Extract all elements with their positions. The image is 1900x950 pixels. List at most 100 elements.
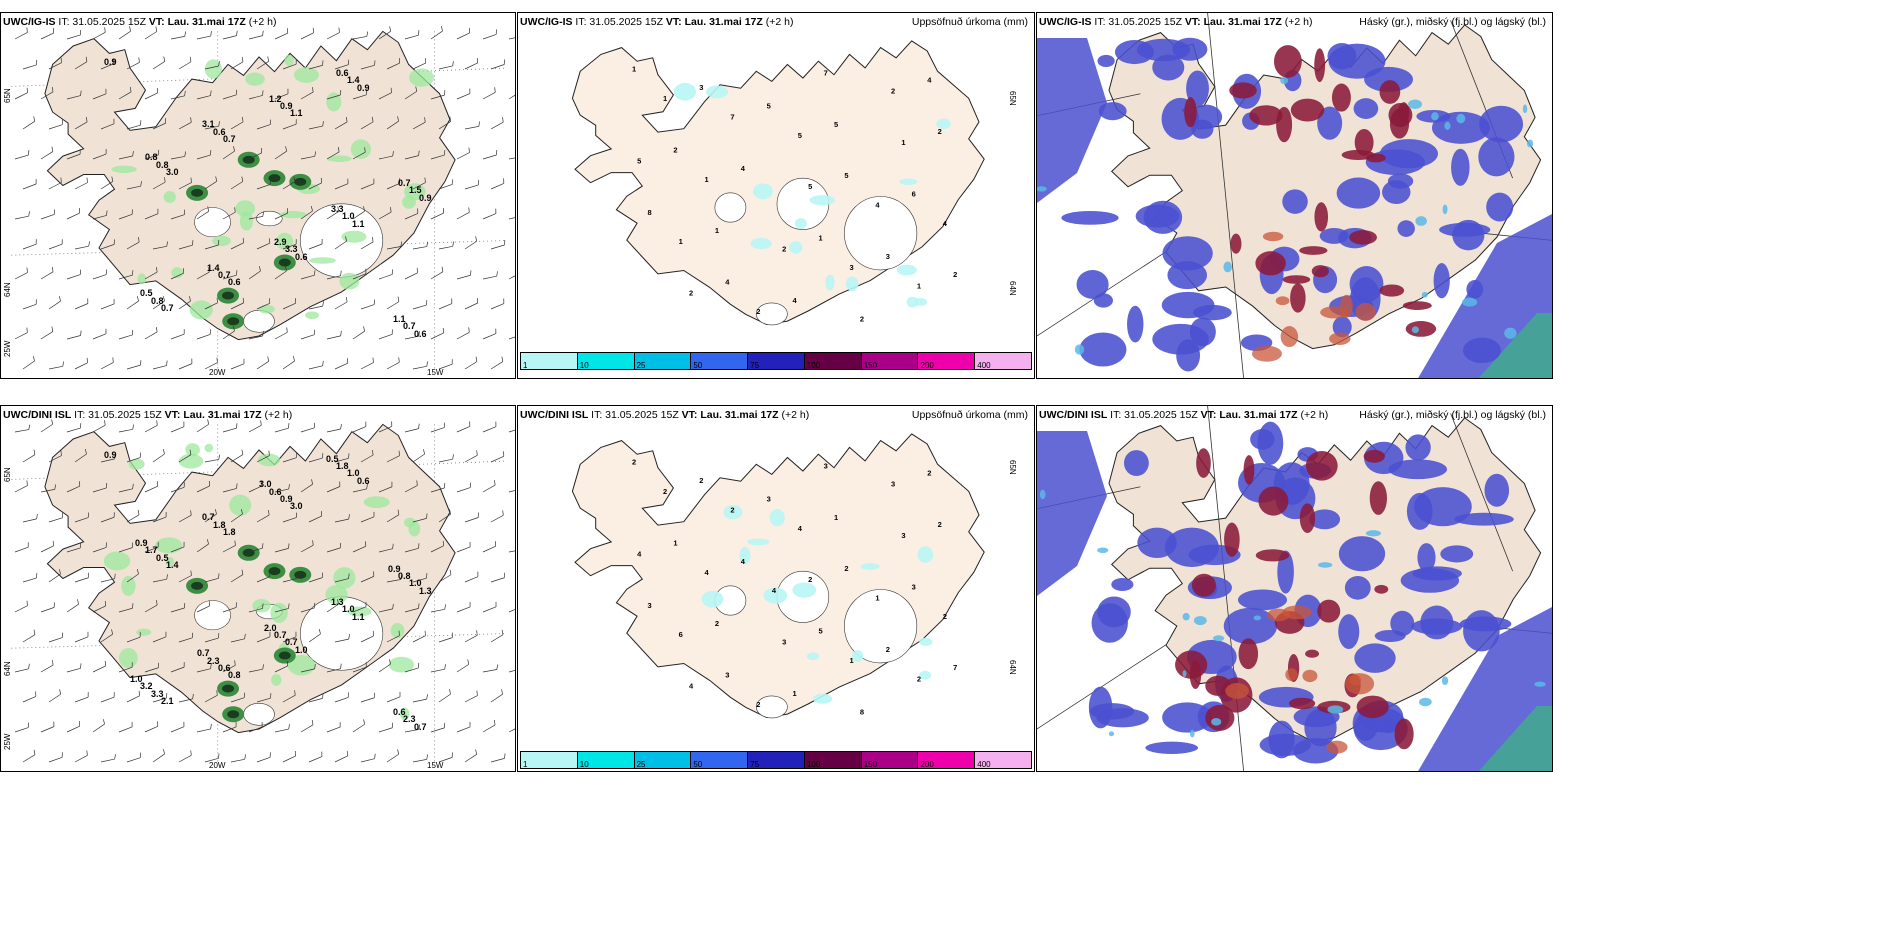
wind-barb	[412, 62, 426, 70]
shower-patch	[212, 235, 232, 247]
wind-barb-flag	[288, 484, 290, 490]
wind-barb	[230, 302, 244, 310]
wind-barb	[282, 457, 297, 463]
wind-barb	[464, 302, 478, 310]
wind-barb	[170, 95, 185, 100]
wind-barb-flag	[166, 360, 168, 366]
wind-barb-flag	[184, 90, 186, 96]
mid-cloud-blob	[1249, 105, 1283, 126]
wind-barb-flag	[33, 116, 36, 122]
shower-patch	[155, 537, 183, 554]
wind-gust-label: 1.5	[409, 185, 422, 195]
wind-barb-flag	[33, 449, 36, 455]
cloud-edge-speck	[1442, 204, 1448, 215]
wind-barb-flag	[210, 723, 212, 729]
wind-barb-flag	[268, 450, 270, 456]
wind-barb	[144, 485, 158, 493]
wind-barb	[178, 182, 192, 190]
wind-barb	[334, 697, 349, 703]
wind-barb	[308, 756, 323, 763]
wind-barb	[100, 362, 114, 370]
wind-barb-flag	[111, 629, 113, 635]
wind-barb	[508, 550, 515, 553]
wind-barb	[334, 240, 347, 250]
wind-barb	[378, 274, 393, 280]
shower-patch	[363, 496, 390, 509]
wind-barb	[386, 301, 400, 310]
mid-cloud-blob	[1255, 549, 1290, 562]
precip-amount-label: 2	[891, 87, 895, 96]
wind-gust-label: 1.0	[409, 578, 422, 588]
wind-barb	[490, 183, 504, 190]
wind-barb	[100, 63, 115, 70]
wind-barb	[14, 605, 28, 613]
wind-barb-flag	[340, 330, 342, 336]
wind-barb	[230, 181, 244, 190]
wind-barb	[14, 429, 29, 433]
wind-barb	[378, 426, 392, 433]
boundary-line	[1450, 413, 1514, 572]
wind-barb	[378, 31, 391, 40]
wind-barb	[482, 669, 497, 673]
colorbar-segment: 10	[577, 752, 635, 769]
wind-barb	[430, 608, 445, 613]
mid-cloud-blob	[1405, 320, 1437, 337]
wind-gust-label: 0.9	[280, 101, 293, 111]
wind-barb	[92, 487, 107, 493]
wind-barb	[144, 331, 158, 340]
wind-barb-flag	[348, 573, 350, 579]
wind-barb	[282, 302, 296, 310]
wind-barb-flag	[493, 719, 496, 725]
wind-barb	[456, 426, 470, 433]
wind-barb	[248, 485, 262, 493]
wind-barb	[508, 157, 515, 160]
wind-barb-flag	[241, 176, 244, 182]
wind-barb	[14, 485, 28, 493]
wind-barb-flag	[156, 600, 158, 606]
colorbar-tick-label: 25	[636, 760, 646, 769]
low-cloud-area	[1478, 313, 1552, 378]
cloud-edge-speck	[1182, 670, 1187, 678]
shower-patch	[136, 628, 152, 636]
precip-amount-label: 1	[673, 538, 677, 547]
wind-barb-flag	[241, 569, 244, 575]
precip-patch	[763, 587, 788, 604]
precip-amount-label: 2	[808, 575, 812, 584]
wind-barb-flag	[372, 450, 374, 456]
precip-amount-label: 2	[782, 245, 786, 254]
wind-gust-label: 0.7	[223, 134, 236, 144]
wind-barb	[412, 759, 427, 763]
precip-patch	[936, 118, 951, 130]
wind-barb	[412, 304, 427, 310]
high-cloud-blob	[1382, 180, 1411, 204]
high-cloud-blob	[1152, 323, 1209, 355]
wind-barb-flag	[475, 749, 478, 755]
wind-barb	[482, 213, 497, 220]
wind-barb	[282, 123, 297, 130]
wind-barb-flag	[156, 420, 158, 426]
high-cloud-area	[1037, 431, 1107, 596]
wind-barb	[360, 758, 375, 763]
wind-gust-label: 1.2	[269, 94, 282, 104]
wind-barb-flag	[452, 241, 454, 247]
mid-cloud-blob	[1290, 283, 1306, 313]
wind-barb	[14, 727, 29, 733]
wind-barb	[126, 573, 139, 583]
wind-barb	[204, 302, 218, 310]
lat-label: 65N	[3, 88, 12, 103]
wind-barb-flag	[476, 630, 478, 636]
wind-barb-flag	[260, 420, 262, 426]
wind-barb	[66, 603, 79, 613]
wind-barb	[74, 245, 89, 250]
wind-barb	[100, 578, 115, 583]
wind-barb	[144, 667, 159, 673]
wind-barb	[196, 728, 211, 733]
precip-amount-label: 2	[663, 487, 667, 496]
wind-barb	[300, 668, 315, 673]
wind-barb	[352, 330, 365, 340]
wind-barb-flag	[322, 360, 324, 366]
wind-barb-flag	[371, 236, 374, 243]
colorbar-tick-label: 100	[806, 760, 821, 769]
wind-barb-flag	[51, 266, 54, 272]
